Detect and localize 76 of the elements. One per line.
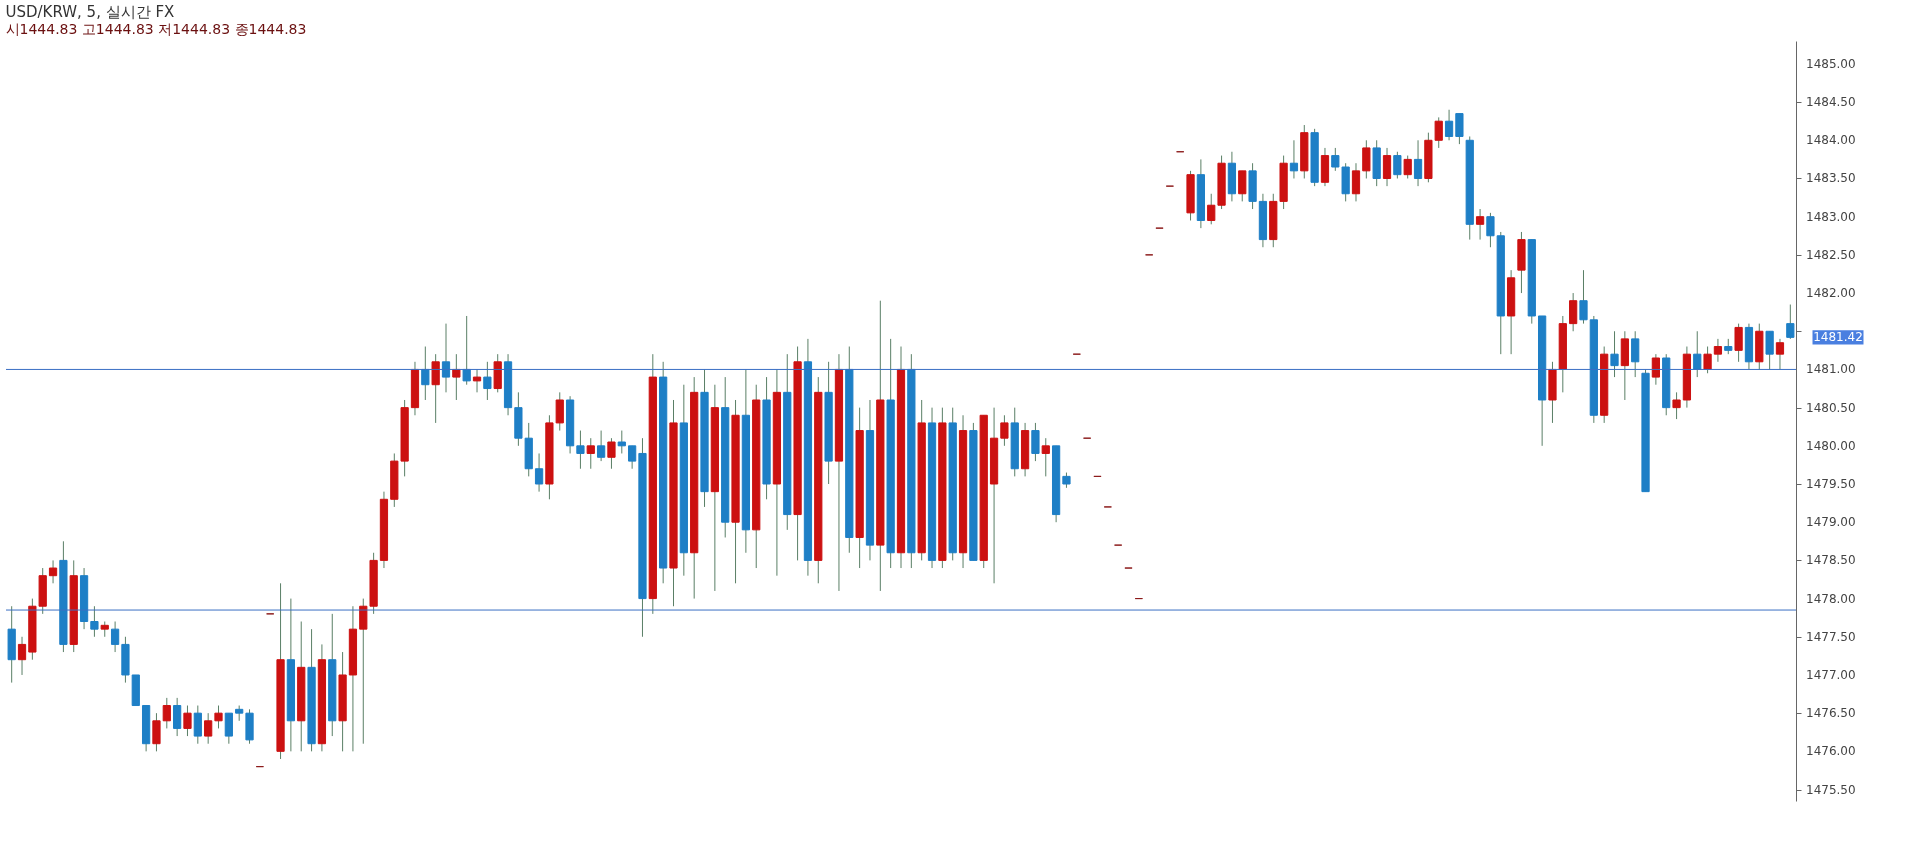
candlestick: [1031, 422, 1040, 462]
y-tick-label: 1476.50: [1806, 706, 1856, 721]
candlestick: [183, 705, 192, 737]
candlestick: [1775, 338, 1785, 370]
candlestick: [1238, 170, 1247, 202]
candlestick: [173, 697, 182, 737]
candlestick: [224, 712, 233, 745]
candlestick: [162, 697, 171, 729]
y-tick-label: 1484.50: [1806, 95, 1856, 110]
candlestick: [48, 559, 58, 584]
candlestick: [1631, 330, 1640, 378]
y-tick-label: 1480.50: [1806, 400, 1856, 415]
candlestick: [1382, 147, 1392, 187]
y-tick-label: 1482.00: [1806, 286, 1856, 301]
candlestick: [1000, 414, 1009, 447]
candlestick: [90, 605, 99, 638]
y-tick-label: 1484.00: [1806, 133, 1856, 148]
candlestick: [1734, 323, 1743, 363]
candlestick: [1713, 338, 1723, 363]
y-tick-label: 1482.50: [1806, 247, 1856, 262]
candlestick: [576, 430, 585, 470]
candlestick: [1413, 139, 1423, 187]
candlestick: [17, 636, 27, 676]
candlestick: [204, 712, 213, 745]
candlestick: [1351, 162, 1361, 202]
candlestick: [1579, 269, 1588, 325]
candlestick: [462, 315, 471, 386]
candlestick: [1672, 391, 1681, 420]
candlestick: [110, 621, 120, 653]
candlestick: [1444, 109, 1454, 141]
candlestick: [1041, 437, 1050, 477]
candlestick: [1403, 155, 1412, 179]
candlestick: [431, 353, 440, 424]
candlestick: [628, 445, 637, 470]
candlestick: [1455, 113, 1464, 145]
candlestick: [1569, 292, 1578, 332]
y-tick-label: 1477.50: [1806, 629, 1856, 644]
y-tick-label: 1483.50: [1806, 171, 1856, 186]
text: 1481.42: [1813, 330, 1863, 345]
chart-title: USD/KRW, 5, 실시간 FX: [5, 3, 175, 21]
candlestick: [1610, 330, 1619, 378]
candlestick: [1393, 151, 1402, 179]
candlestick: [1651, 353, 1660, 386]
y-tick-label: 1481.00: [1806, 362, 1856, 377]
y-tick-label: 1476.00: [1806, 744, 1856, 759]
candlestick: [472, 368, 482, 393]
candlestick: [617, 430, 626, 454]
candlestick: [1475, 208, 1485, 241]
candlestick: [1786, 304, 1795, 340]
chart-subtitle: 시1444.83 고1444.83 저1444.83 종1444.83: [5, 21, 307, 37]
y-tick-label: 1479.00: [1806, 515, 1856, 530]
candlestick: [607, 437, 616, 470]
candlestick: [534, 452, 544, 493]
y-tick-label: 1485.00: [1806, 56, 1856, 71]
candlestick: [1693, 330, 1702, 378]
candlestick: [421, 346, 430, 401]
y-tick-label: 1477.00: [1806, 667, 1856, 682]
candlestick: [441, 323, 451, 393]
candlestick: [193, 705, 202, 745]
candlestick: [1289, 139, 1299, 179]
y-tick-label: 1483.00: [1806, 209, 1856, 224]
candlestick: [483, 361, 492, 401]
y-tick-label: 1475.50: [1806, 782, 1856, 797]
candlestick: [452, 353, 461, 401]
candlestick: [1207, 193, 1216, 225]
candlestick: [1362, 139, 1371, 179]
candlestick: [1703, 346, 1712, 374]
y-tick-label: 1479.50: [1806, 477, 1856, 492]
candlestick: [152, 712, 161, 752]
y-tick-label: 1478.50: [1806, 553, 1856, 568]
y-tick-label: 1480.00: [1806, 438, 1856, 453]
candlestick: [1765, 330, 1774, 370]
y-tick-label: 1478.00: [1806, 591, 1856, 606]
candlestick: [586, 437, 595, 470]
candlestick: [597, 430, 606, 462]
candlestick: [214, 705, 223, 729]
